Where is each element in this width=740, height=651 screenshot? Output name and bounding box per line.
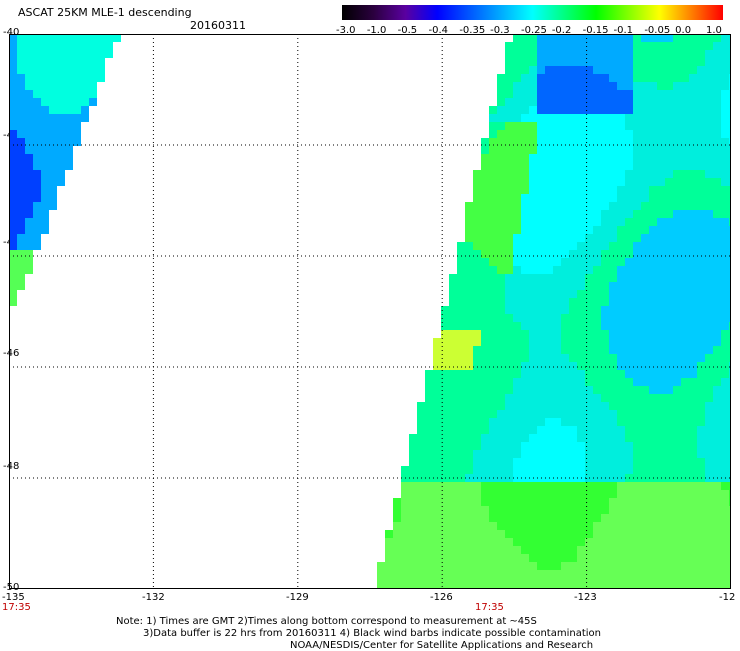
- lat-tick-48: -48: [3, 461, 20, 472]
- lon-tick-123: -123: [574, 592, 597, 603]
- time-label-left: 17:35: [2, 602, 31, 613]
- colorbar-label: -1.0: [366, 25, 387, 36]
- colorbar-label: -0.1: [613, 25, 634, 36]
- colorbar: [342, 5, 723, 20]
- colorbar-label: -0.5: [397, 25, 418, 36]
- lon-tick-129: -129: [286, 592, 309, 603]
- map-title: ASCAT 25KM MLE-1 descending: [18, 6, 192, 19]
- map-date: 20160311: [190, 19, 246, 32]
- lat-tick-40: -40: [3, 27, 20, 38]
- colorbar-label: -0.35: [459, 25, 486, 36]
- lon-tick-120: -12: [719, 592, 736, 603]
- colorbar-label: -0.2: [551, 25, 572, 36]
- colorbar-label: -0.05: [644, 25, 671, 36]
- time-label-center: 17:35: [475, 602, 504, 613]
- colorbar-label: -0.4: [428, 25, 449, 36]
- colorbar-label: -0.15: [582, 25, 609, 36]
- colorbar-label: 0.0: [675, 25, 692, 36]
- lon-tick-135: -135: [2, 592, 25, 603]
- map-plot: [9, 34, 731, 589]
- colorbar-label: -0.3: [490, 25, 510, 36]
- colorbar-labels: -3.0 -1.0 -0.5 -0.4 -0.35 -0.3 -0.25 -0.2 -0.15-…: [336, 25, 740, 39]
- graticule: [9, 34, 731, 589]
- lat-tick-50: -50: [3, 582, 20, 593]
- note-line-1: Note: 1) Times are GMT 2)Times along bot…: [116, 616, 537, 627]
- lat-tick-46: -46: [3, 348, 20, 359]
- colorbar-label: 1.0: [706, 25, 722, 36]
- lon-tick-126: -126: [430, 592, 453, 603]
- credit-line: NOAA/NESDIS/Center for Satellite Applica…: [290, 640, 594, 651]
- colorbar-label: -3.0: [336, 25, 356, 36]
- note-line-2: 3)Data buffer is 22 hrs from 20160311 4)…: [143, 628, 601, 639]
- colorbar-gradient: [342, 5, 723, 20]
- lon-tick-132: -132: [142, 592, 165, 603]
- map-frame: [9, 34, 731, 589]
- swath-cells: [9, 34, 731, 589]
- colorbar-label: -0.25: [521, 25, 547, 36]
